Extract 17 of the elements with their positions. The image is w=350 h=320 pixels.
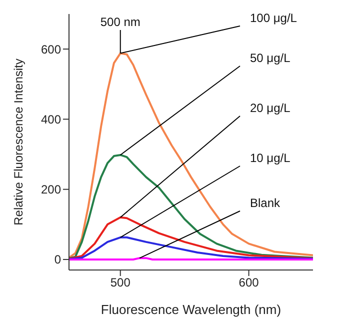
y-tick-label: 400: [40, 112, 62, 126]
line-series: [69, 216, 313, 260]
y-tick-label: 600: [40, 42, 62, 56]
y-tick-label: 0: [54, 252, 62, 267]
text: 50 μg/L: [250, 51, 291, 65]
y-tick-label: 200: [40, 182, 62, 197]
line-series: [69, 236, 313, 260]
line-series: [69, 154, 313, 260]
text: 20 μg/L: [250, 101, 291, 115]
text: Blank: [250, 196, 282, 210]
annotation: 500 nm: [100, 15, 140, 29]
text: 100 μg/L: [250, 11, 298, 25]
text: 10 μg/L: [250, 151, 291, 165]
y-axis-title: Relative Fluorescence Intensity: [11, 58, 26, 226]
x-axis-title: Fluorescence Wavelength (nm): [100, 302, 282, 317]
line-series: [69, 52, 313, 259]
x-tick-label: 500: [110, 276, 131, 290]
